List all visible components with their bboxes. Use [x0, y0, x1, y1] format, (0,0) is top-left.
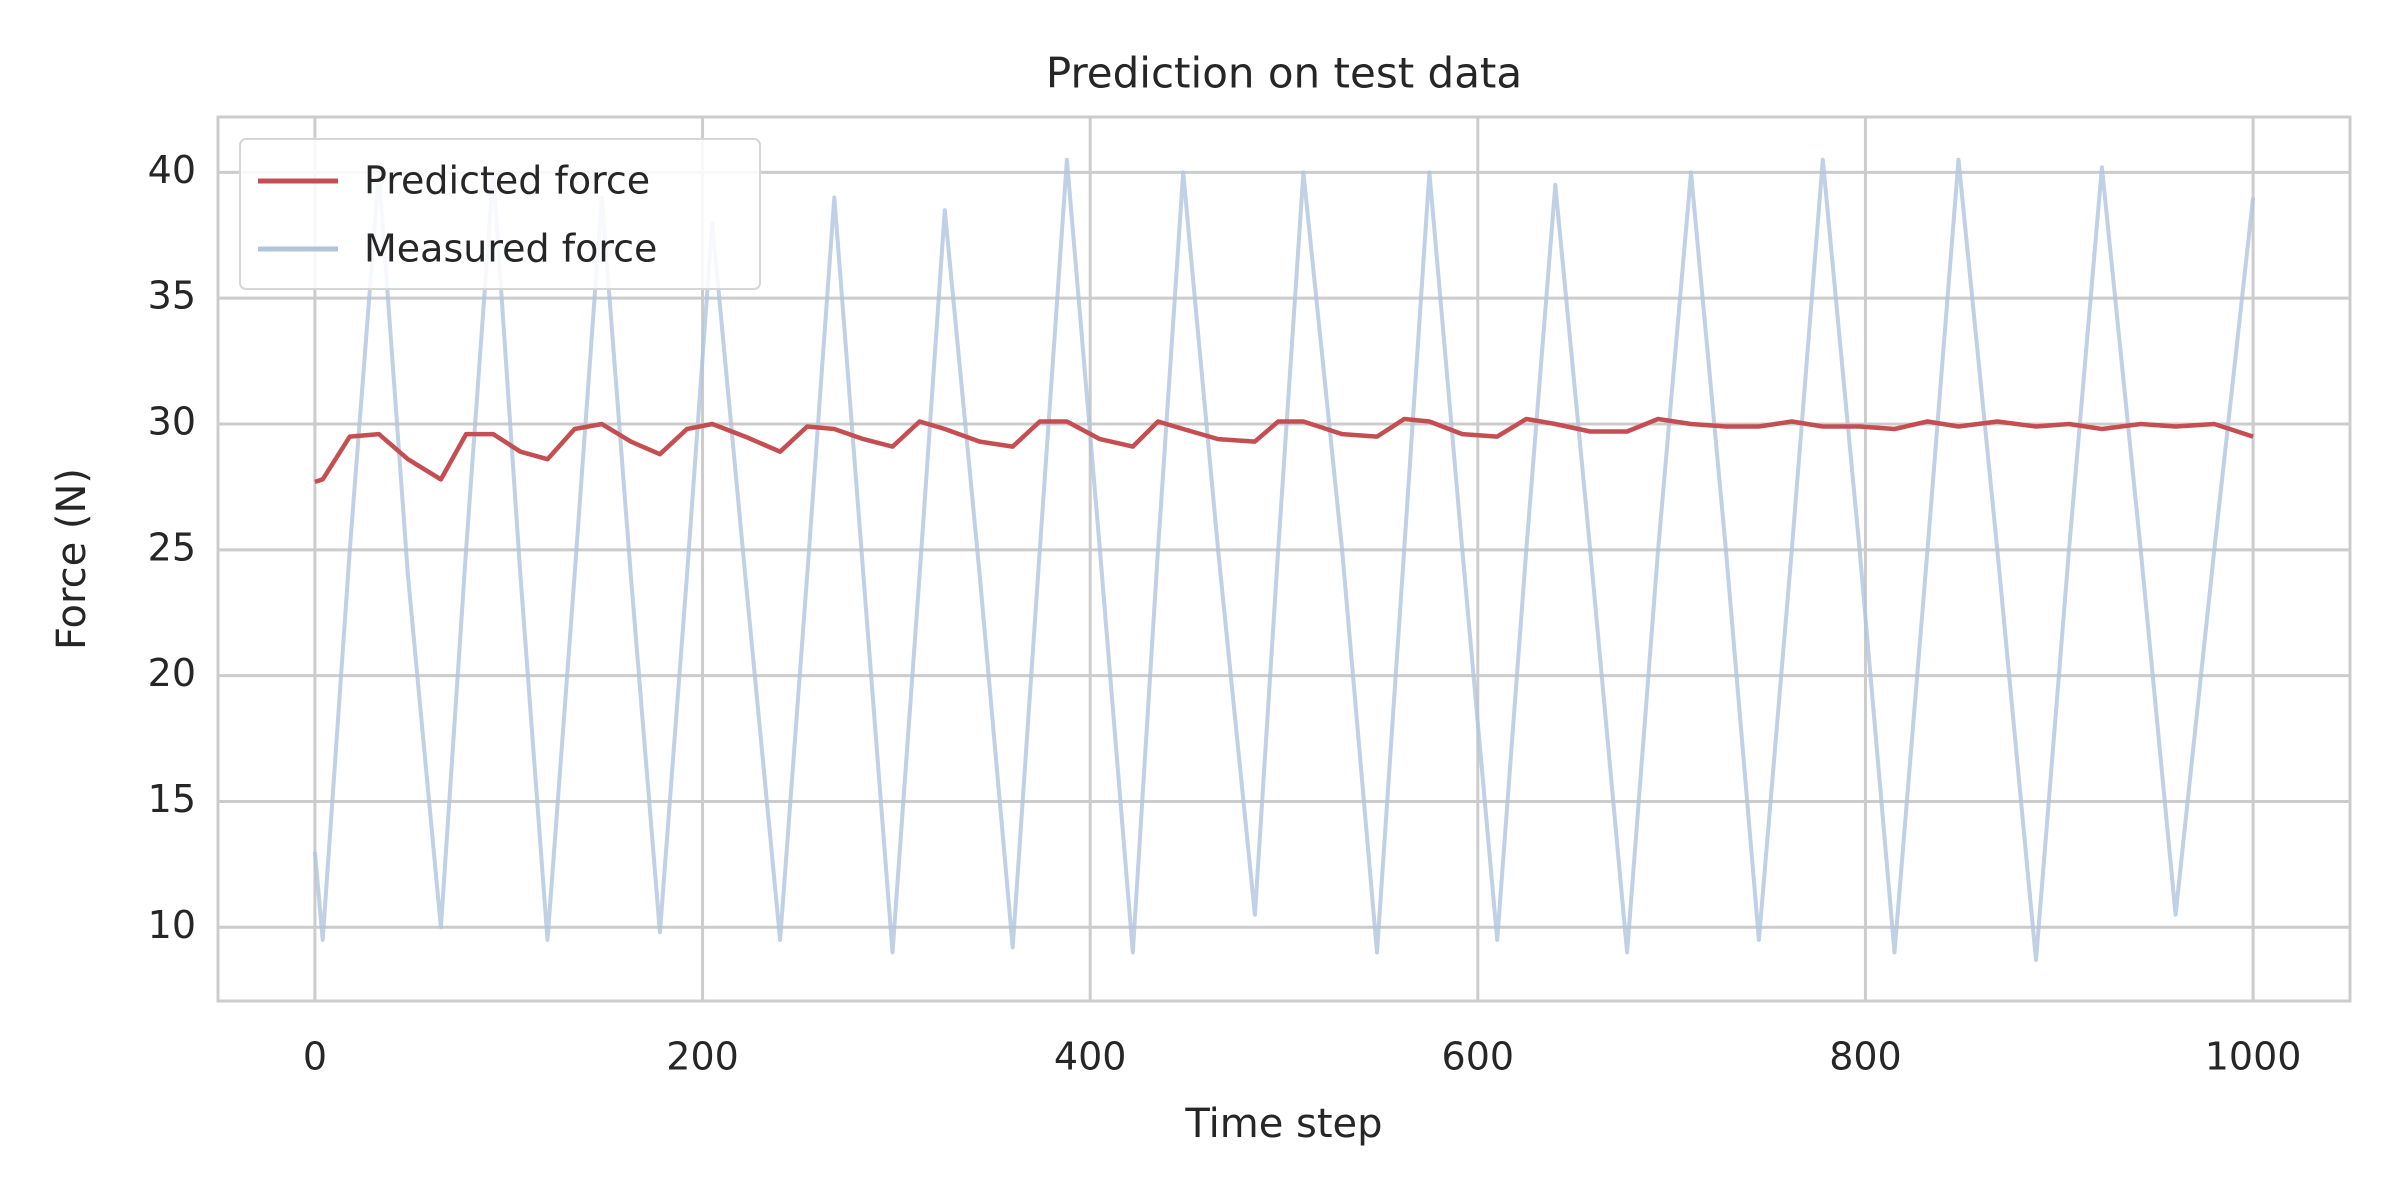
x-tick-label: 400: [1054, 1035, 1127, 1079]
plot-frame: [216, 115, 2352, 1003]
y-tick-label: 10: [148, 903, 196, 947]
data-line: [314, 416, 2254, 485]
legend-label: Measured force: [364, 227, 657, 271]
legend: Predicted force Measured force: [239, 138, 761, 290]
legend-box: [239, 138, 761, 290]
x-tick-label: 600: [1442, 1035, 1515, 1079]
y-tick-label: 35: [148, 274, 196, 318]
y-tick-label: 30: [148, 399, 196, 443]
chart-title: Prediction on test data: [1046, 49, 1522, 98]
x-axis-label: Time step: [1184, 1101, 1382, 1147]
y-axis-label: Force (N): [49, 468, 95, 650]
x-tick-label: 1000: [2205, 1035, 2302, 1079]
y-tick-label: 25: [148, 525, 196, 569]
y-tick-label: 40: [148, 148, 196, 192]
y-tick-label: 20: [148, 651, 196, 695]
x-tick-label: 0: [303, 1035, 327, 1079]
legend-label: Predicted force: [364, 159, 650, 203]
data-line: [312, 157, 2256, 962]
x-tick-label: 800: [1829, 1035, 1902, 1079]
x-tick-label: 200: [666, 1035, 739, 1079]
y-tick-label: 15: [148, 777, 196, 821]
